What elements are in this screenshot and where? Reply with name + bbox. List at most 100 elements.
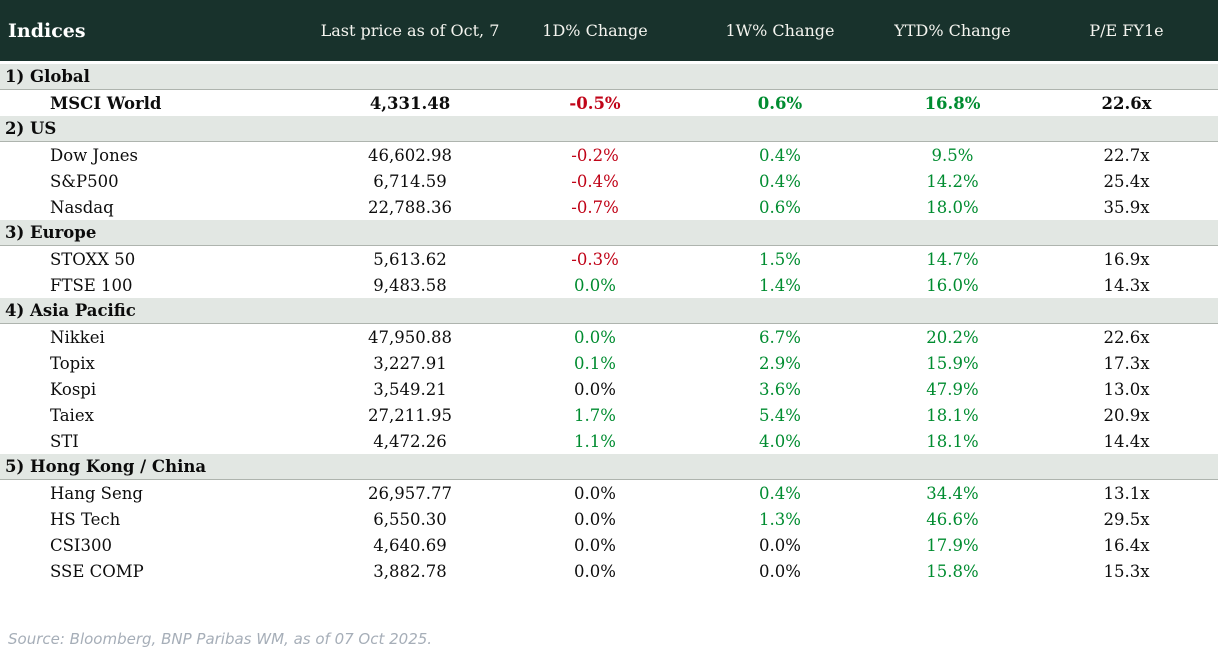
pe-fy1e: 13.0x	[1103, 379, 1150, 399]
last-price: 22,788.36	[368, 197, 452, 217]
source-note: Source: Bloomberg, BNP Paribas WM, as of…	[8, 630, 433, 648]
last-price: 27,211.95	[368, 405, 452, 425]
last-price: 47,950.88	[368, 327, 452, 347]
index-name: Nikkei	[50, 327, 105, 347]
change-1w: 4.0%	[759, 431, 801, 451]
change-ytd: 9.5%	[931, 145, 974, 165]
change-1d: -0.2%	[571, 145, 619, 165]
change-ytd: 20.2%	[926, 327, 979, 347]
change-ytd: 14.2%	[926, 171, 979, 191]
change-1d: 1.1%	[574, 431, 616, 451]
index-name: FTSE 100	[50, 275, 133, 295]
change-ytd: 17.9%	[926, 535, 979, 555]
pe-fy1e: 15.3x	[1103, 561, 1150, 581]
index-name: HS Tech	[50, 509, 121, 529]
change-1d: 0.0%	[574, 535, 616, 555]
change-1d: -0.4%	[571, 171, 619, 191]
index-name: S&P500	[50, 171, 119, 191]
change-1w: 6.7%	[759, 327, 801, 347]
change-ytd: 18.1%	[926, 405, 979, 425]
section-row-us: 2) US	[0, 116, 1218, 142]
change-1w: 5.4%	[759, 405, 801, 425]
col-header-last-price: Last price as of Oct, 7	[320, 21, 500, 40]
index-name: SSE COMP	[50, 561, 144, 581]
change-ytd: 34.4%	[926, 483, 979, 503]
last-price: 26,957.77	[368, 483, 452, 503]
table-row: S&P500 6,714.59 -0.4% 0.4% 14.2% 25.4x	[0, 168, 1218, 194]
change-1w: 0.0%	[759, 535, 801, 555]
index-name: Hang Seng	[50, 483, 143, 503]
section-label: 1) Global	[5, 67, 90, 86]
pe-fy1e: 22.7x	[1103, 145, 1150, 165]
table-row: STOXX 50 5,613.62 -0.3% 1.5% 14.7% 16.9x	[0, 246, 1218, 272]
index-name: Dow Jones	[50, 145, 138, 165]
section-label: 5) Hong Kong / China	[5, 457, 207, 476]
change-1d: 0.0%	[574, 327, 616, 347]
last-price: 3,549.21	[373, 379, 447, 399]
pe-fy1e: 14.3x	[1103, 275, 1150, 295]
table-row: Dow Jones 46,602.98 -0.2% 0.4% 9.5% 22.7…	[0, 142, 1218, 168]
index-name: Taiex	[50, 405, 94, 425]
last-price: 4,331.48	[369, 93, 451, 113]
last-price: 4,472.26	[373, 431, 447, 451]
section-label: 2) US	[5, 119, 57, 138]
change-1d: 0.0%	[574, 509, 616, 529]
section-row-asia-pacific: 4) Asia Pacific	[0, 298, 1218, 324]
change-1w: 0.4%	[759, 483, 801, 503]
pe-fy1e: 22.6x	[1103, 327, 1150, 347]
change-1d: 0.0%	[574, 483, 616, 503]
table-row: MSCI World 4,331.48 -0.5% 0.6% 16.8% 22.…	[0, 90, 1218, 116]
section-label: 3) Europe	[5, 223, 97, 242]
table-row: Topix 3,227.91 0.1% 2.9% 15.9% 17.3x	[0, 350, 1218, 376]
table-row: Kospi 3,549.21 0.0% 3.6% 47.9% 13.0x	[0, 376, 1218, 402]
last-price: 6,550.30	[373, 509, 447, 529]
col-header-1d-change: 1D% Change	[542, 21, 648, 40]
index-name: Kospi	[50, 379, 97, 399]
pe-fy1e: 16.4x	[1103, 535, 1150, 555]
pe-fy1e: 35.9x	[1103, 197, 1150, 217]
table-row: Hang Seng 26,957.77 0.0% 0.4% 34.4% 13.1…	[0, 480, 1218, 506]
change-ytd: 47.9%	[926, 379, 979, 399]
col-header-pe-fy1e: P/E FY1e	[1089, 21, 1164, 40]
pe-fy1e: 14.4x	[1103, 431, 1150, 451]
change-ytd: 46.6%	[926, 509, 979, 529]
index-name: MSCI World	[50, 93, 162, 113]
table-row: HS Tech 6,550.30 0.0% 1.3% 46.6% 29.5x	[0, 506, 1218, 532]
change-1w: 0.6%	[757, 93, 803, 113]
change-ytd: 18.0%	[926, 197, 979, 217]
pe-fy1e: 29.5x	[1103, 509, 1150, 529]
last-price: 3,882.78	[373, 561, 447, 581]
index-name: STOXX 50	[50, 249, 136, 269]
change-1w: 0.4%	[759, 171, 801, 191]
change-1d: 1.7%	[574, 405, 616, 425]
change-ytd: 15.8%	[926, 561, 979, 581]
table-row: Nikkei 47,950.88 0.0% 6.7% 20.2% 22.6x	[0, 324, 1218, 350]
change-1d: 0.0%	[574, 275, 616, 295]
change-1w: 0.0%	[759, 561, 801, 581]
change-1w: 1.5%	[759, 249, 801, 269]
last-price: 6,714.59	[373, 171, 447, 191]
last-price: 4,640.69	[373, 535, 447, 555]
index-name: Topix	[50, 353, 95, 373]
change-ytd: 14.7%	[926, 249, 979, 269]
change-ytd: 16.8%	[924, 93, 981, 113]
change-1d: -0.3%	[571, 249, 619, 269]
change-1d: 0.0%	[574, 561, 616, 581]
table-row: SSE COMP 3,882.78 0.0% 0.0% 15.8% 15.3x	[0, 558, 1218, 584]
table-row: STI 4,472.26 1.1% 4.0% 18.1% 14.4x	[0, 428, 1218, 454]
table-row: Taiex 27,211.95 1.7% 5.4% 18.1% 20.9x	[0, 402, 1218, 428]
pe-fy1e: 16.9x	[1103, 249, 1150, 269]
change-1w: 0.6%	[759, 197, 801, 217]
change-1d: -0.5%	[569, 93, 621, 113]
change-1w: 0.4%	[759, 145, 801, 165]
index-name: STI	[50, 431, 79, 451]
last-price: 9,483.58	[373, 275, 447, 295]
table-row: FTSE 100 9,483.58 0.0% 1.4% 16.0% 14.3x	[0, 272, 1218, 298]
section-row-global: 1) Global	[0, 64, 1218, 90]
pe-fy1e: 22.6x	[1101, 93, 1152, 113]
col-header-ytd-change: YTD% Change	[894, 21, 1011, 40]
index-name: CSI300	[50, 535, 112, 555]
table-header: Indices Last price as of Oct, 7 1D% Chan…	[0, 0, 1218, 61]
section-row-hong-kong-china: 5) Hong Kong / China	[0, 454, 1218, 480]
change-1w: 1.3%	[759, 509, 801, 529]
